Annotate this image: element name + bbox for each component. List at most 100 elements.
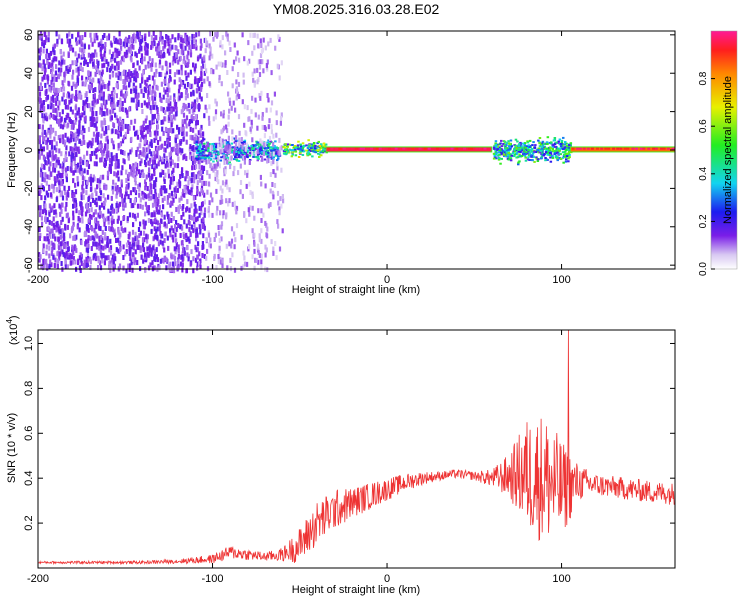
spectrogram-cell [101, 238, 104, 244]
spectrogram-cell [125, 109, 128, 115]
spectrogram-cell [537, 147, 541, 150]
spectrogram-cell [265, 107, 268, 113]
spectrogram-cell [313, 148, 316, 151]
spectrogram-cell [231, 252, 234, 258]
spectrogram-cell [90, 82, 93, 88]
spectrogram-cell [148, 89, 151, 95]
spectrogram-cell [48, 211, 51, 217]
spectrogram-cell [198, 164, 201, 170]
spectrogram-cell [112, 140, 115, 146]
spectrogram-cell [66, 38, 69, 44]
spectrogram-cell [177, 148, 180, 154]
spectrogram-cell [164, 72, 167, 78]
spectrogram-cell [227, 149, 230, 155]
spectrogram-cell [616, 147, 620, 150]
spectrogram-cell [188, 36, 191, 42]
spectrogram-cell [72, 256, 75, 261]
spectrogram-cell [526, 147, 529, 149]
spectrogram-cell [225, 31, 228, 37]
spectrogram-cell [496, 148, 499, 151]
spectrogram-cell [189, 232, 192, 238]
spectrogram-cell [61, 168, 64, 174]
spectrogram-cell [54, 107, 57, 113]
spectrogram-cell [94, 148, 97, 154]
spectrogram-cell [359, 147, 363, 150]
spectrogram-cell [114, 57, 117, 63]
spectrogram-cell [217, 153, 220, 155]
x-tick-label: -200 [27, 274, 49, 286]
spectrogram-cell [235, 56, 238, 62]
spectrogram-cell [58, 180, 61, 186]
spectrogram-cell [77, 66, 80, 72]
spectrogram-cell [296, 146, 300, 149]
spectrogram-cell [92, 253, 96, 259]
spectrogram-cell [494, 152, 497, 155]
spectrogram-cell [51, 154, 54, 160]
spectrogram-cell [320, 154, 323, 157]
spectrogram-cell [551, 150, 554, 153]
spectrogram-cell [49, 192, 53, 198]
spectrogram-cell [64, 171, 67, 177]
spectrogram-cell [222, 213, 225, 219]
spectrogram-cell [199, 157, 202, 160]
spectrogram-cell [231, 201, 234, 207]
spectrogram-cell [41, 146, 44, 152]
spectrogram-cell [96, 140, 99, 145]
spectrogram-cell [139, 173, 142, 178]
spectrogram-cell [113, 171, 116, 177]
spectrogram-cell [115, 190, 119, 196]
spectrogram-cell [237, 150, 240, 153]
spectrogram-cell [199, 258, 202, 264]
spectrogram-cell [418, 147, 422, 150]
spectrogram-cell [192, 155, 195, 161]
spectrogram-cell [42, 59, 45, 65]
spectrogram-cell [151, 115, 154, 121]
spectrogram-cell [492, 152, 496, 155]
spectrogram-cell [231, 136, 234, 142]
spectrogram-cell [87, 52, 90, 58]
spectrogram-cell [193, 213, 196, 219]
spectrogram-cell [130, 36, 133, 42]
spectrogram-cell [109, 164, 112, 170]
spectrogram-cell [259, 138, 262, 144]
spectrogram-cell [86, 258, 89, 264]
spectrogram-cell [196, 56, 200, 62]
spectrogram-cell [67, 92, 71, 98]
spectrogram-cell [152, 194, 155, 199]
spectrogram-cell [40, 183, 43, 189]
spectrogram-cell [42, 146, 45, 152]
spectrogram-cell [58, 60, 61, 66]
spectrogram-cell [190, 172, 194, 178]
spectrogram-cell [69, 233, 72, 239]
spectrogram-cell [112, 144, 115, 150]
spectrogram-cell [55, 147, 58, 153]
spectrogram-cell [280, 112, 283, 118]
spectrogram-cell [116, 118, 119, 124]
spectrogram-cell [201, 168, 204, 174]
spectrogram-cell [564, 156, 567, 159]
spectrogram-cell [558, 152, 561, 155]
spectrogram-cell [102, 96, 105, 102]
spectrogram-cell [439, 147, 443, 150]
spectrogram-cell [214, 232, 217, 238]
spectrogram-cell [53, 43, 56, 49]
spectrogram-cell [187, 180, 190, 186]
spectrogram-cell [221, 35, 224, 41]
spectrogram-cell [208, 200, 211, 206]
spectrogram-cell [264, 244, 267, 250]
spectrogram-cell [52, 188, 55, 194]
spectrogram-cell [556, 157, 559, 160]
spectrogram-cell [54, 209, 57, 215]
spectrogram-cell [560, 141, 564, 144]
spectrogram-cell [548, 154, 552, 157]
spectrogram-cell [53, 233, 56, 239]
spectrogram-cell [177, 69, 180, 75]
spectrogram-cell [170, 122, 173, 128]
spectrogram-cell [190, 91, 193, 97]
spectrogram-cell [175, 148, 178, 154]
spectrogram-cell [57, 135, 60, 140]
spectrogram-cell [149, 176, 152, 182]
spectrogram-cell [91, 119, 94, 125]
spectrogram-cell [173, 255, 177, 261]
spectrogram-cell [60, 246, 63, 252]
